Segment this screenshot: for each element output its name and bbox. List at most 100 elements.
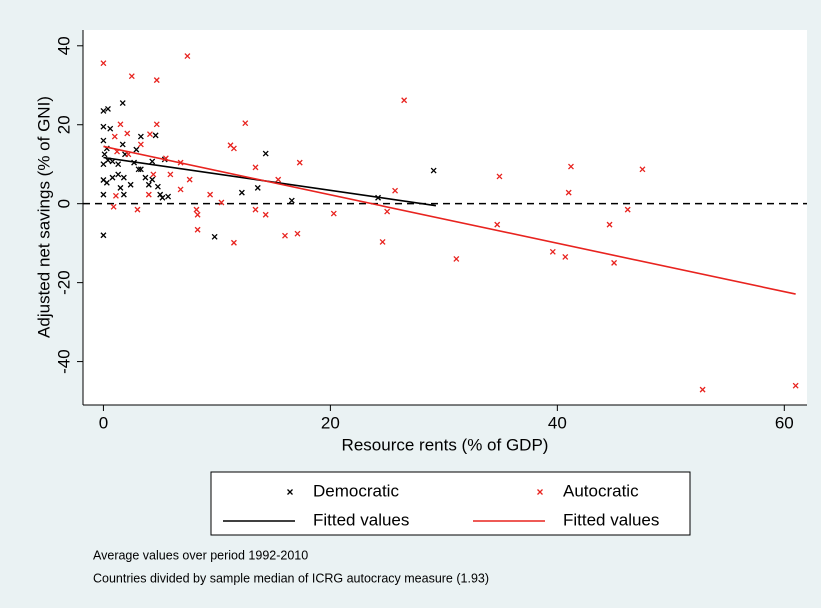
legend-label: Autocratic (563, 481, 639, 500)
point (453, 255, 460, 262)
point (128, 73, 135, 80)
x-tick-label: 20 (321, 413, 340, 432)
point (792, 382, 799, 389)
y-tick-label: -40 (54, 349, 73, 374)
point (105, 105, 111, 112)
point (639, 166, 646, 173)
point (137, 133, 144, 140)
point (137, 141, 144, 148)
point (124, 130, 131, 137)
point (115, 161, 122, 168)
point (133, 146, 140, 153)
point (186, 176, 193, 183)
point (275, 176, 282, 183)
point (107, 125, 114, 132)
legend-label: Democratic (313, 481, 399, 500)
point (194, 226, 201, 233)
point (624, 206, 631, 213)
point (254, 184, 261, 191)
point (218, 199, 225, 206)
point (252, 206, 259, 213)
point (230, 145, 237, 152)
point (145, 191, 152, 198)
point (112, 192, 119, 199)
point (100, 137, 107, 144)
point (137, 166, 144, 173)
point (549, 248, 556, 255)
point (568, 163, 574, 170)
legend-marker (537, 489, 543, 495)
point (153, 121, 160, 128)
point (282, 232, 288, 239)
legend (210, 471, 691, 536)
point (100, 107, 107, 114)
point (103, 179, 110, 186)
point (142, 174, 149, 181)
point (207, 191, 214, 198)
point (135, 166, 142, 173)
point (606, 221, 613, 228)
point (262, 150, 269, 157)
point (100, 60, 107, 67)
y-tick-label: 40 (54, 36, 73, 55)
legend-label: Fitted values (563, 510, 659, 529)
point (177, 186, 184, 193)
x-tick-label: 0 (99, 413, 108, 432)
point (149, 158, 156, 165)
point (109, 174, 116, 181)
point (101, 151, 108, 158)
point (384, 208, 391, 215)
point (379, 239, 386, 245)
point (699, 386, 706, 393)
point (430, 167, 437, 174)
y-axis-title: Adjusted net savings (% of GNI) (34, 96, 53, 338)
point (110, 203, 117, 210)
point (152, 132, 159, 139)
plot-area (83, 30, 807, 405)
point (611, 259, 618, 266)
point (100, 123, 107, 130)
point (100, 191, 107, 198)
point (167, 171, 174, 178)
point (100, 232, 107, 239)
x-axis-title: Resource rents (% of GDP) (342, 435, 549, 454)
point (496, 173, 503, 180)
point (111, 133, 118, 140)
point (149, 176, 156, 183)
legend-marker (287, 489, 293, 495)
point (242, 120, 249, 127)
point (117, 184, 124, 191)
point (150, 171, 157, 178)
point (565, 189, 572, 196)
point (193, 206, 200, 213)
point (330, 210, 337, 217)
x-tick-label: 60 (775, 413, 794, 432)
point (153, 77, 160, 84)
x-tick-label: 40 (548, 413, 567, 432)
y-tick-label: 20 (54, 115, 73, 134)
point (120, 191, 127, 198)
point (159, 194, 166, 201)
point (184, 53, 191, 60)
point (392, 187, 399, 194)
point (100, 161, 107, 168)
point (119, 141, 126, 148)
point (165, 193, 172, 200)
point (238, 189, 245, 196)
point (194, 211, 201, 218)
point (120, 174, 127, 181)
point (146, 131, 153, 138)
note: Average values over period 1992-2010 (93, 548, 308, 562)
fit-line (103, 145, 796, 295)
y-tick-label: 0 (54, 199, 73, 208)
point (134, 206, 141, 213)
point (294, 230, 301, 237)
point (115, 171, 122, 178)
point (562, 254, 569, 260)
legend-label: Fitted values (313, 510, 409, 529)
point (145, 181, 152, 188)
point (211, 233, 218, 240)
point (296, 159, 303, 166)
point (252, 164, 259, 171)
